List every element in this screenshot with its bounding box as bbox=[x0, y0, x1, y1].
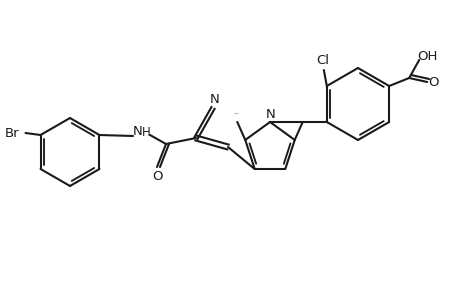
Text: O: O bbox=[427, 76, 437, 88]
Text: N: N bbox=[266, 107, 275, 121]
Text: N: N bbox=[210, 92, 219, 106]
Text: OH: OH bbox=[416, 50, 437, 62]
Text: H: H bbox=[141, 125, 150, 139]
Text: methyl: methyl bbox=[235, 112, 239, 114]
Text: Br: Br bbox=[5, 127, 20, 140]
Text: Cl: Cl bbox=[316, 53, 329, 67]
Text: O: O bbox=[152, 169, 163, 182]
Text: N: N bbox=[133, 124, 143, 137]
